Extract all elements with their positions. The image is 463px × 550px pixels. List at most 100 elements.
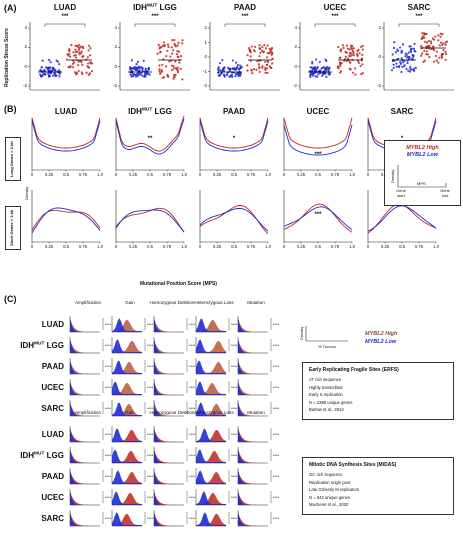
- panel-c-row-0-3: UCEC: [41, 383, 64, 392]
- panel-c-hist-1-1-2: ****: [153, 447, 196, 464]
- panel-a-ytick: -1: [202, 68, 207, 74]
- erfs-info-box: Early Replicating Fragile Sites (ERFS) A…: [302, 362, 454, 420]
- panel-c-row-0-2: PAAD: [41, 362, 64, 371]
- panel-c-hist-1-0-0: ****: [69, 426, 112, 443]
- panel-b-mark-long-1: **: [147, 136, 153, 142]
- panel-c-sig: ****: [189, 495, 196, 500]
- legend-density: Density: [390, 169, 395, 183]
- panel-c-hist-0-4-0: ****: [69, 400, 112, 417]
- panel-b-title-0: LUAD: [54, 107, 78, 116]
- panel-c-hist-0-2-0: ****: [69, 358, 112, 375]
- panel-c-hist-0-1-3: ****: [195, 337, 238, 354]
- panel-c-sig: ****: [147, 495, 154, 500]
- panel-c-hist-0-0-1: ****: [111, 316, 154, 333]
- panel-b-xtick: 0.25: [128, 244, 138, 249]
- legend-high: MYBL2 High: [406, 145, 439, 151]
- panel-c-sig: ****: [105, 495, 112, 500]
- long-genes-box: Long Genes > 3 kb: [5, 137, 21, 181]
- panel-c-hist-1-4-3: ****: [195, 510, 238, 527]
- panel-c-sig: ****: [147, 516, 154, 521]
- panel-a-ytick: 2: [378, 25, 381, 30]
- panel-c-hist-0-2-3: ****: [195, 358, 238, 375]
- midas-line-4: N = 342 unique genes: [309, 494, 351, 500]
- panel-b-xtick: 0.75: [78, 172, 88, 177]
- legend-gene-start: Gene start: [396, 188, 406, 198]
- legend-axes: [397, 165, 447, 188]
- panel-a-ytick: 2: [114, 44, 117, 50]
- panel-c-legend-density: Density: [299, 326, 304, 341]
- panel-c-row-1-2: PAAD: [41, 472, 64, 481]
- panel-c-hist-0-4-2: ****: [153, 400, 196, 417]
- panel-c-col-1-3: Heterozygous Loss: [194, 410, 234, 415]
- panel-c-hist-0-3-0: ****: [69, 379, 112, 396]
- panel-b-xtick: 0.5: [315, 244, 321, 249]
- panel-c-sig: ****: [231, 343, 238, 348]
- panel-b-xtick: 0.25: [380, 244, 390, 249]
- panel-c-hist-1-4-2: ****: [153, 510, 196, 527]
- panel-a-plot-2: [208, 22, 280, 91]
- panel-a-sig-1: ***: [151, 14, 159, 20]
- panel-b-short-plot-3: [283, 190, 353, 244]
- panel-b-title-4: SARC: [390, 107, 414, 116]
- panel-a-sig-3: ***: [331, 14, 339, 20]
- panel-c-sig: ****: [189, 406, 196, 411]
- panel-c-hist-0-0-2: ****: [153, 316, 196, 333]
- panel-b-mark-long-3: ***: [314, 152, 322, 158]
- panel-a-ytick: -2: [202, 83, 207, 88]
- panel-c-row-1-3: UCEC: [41, 493, 64, 502]
- erfs-title: Early Replicating Fragile Sites (ERFS): [309, 367, 399, 373]
- panel-b-xtick: 0: [114, 244, 118, 249]
- panel-b-xtick: 0: [366, 172, 370, 177]
- erfs-line-5: Barlow et al., 2013: [309, 407, 344, 412]
- panel-c-col-0-1: Gain: [125, 300, 135, 305]
- panel-c-sig: ****: [189, 322, 196, 327]
- panel-c-sig: ****: [189, 432, 196, 437]
- panel-c-sig: ****: [105, 474, 112, 479]
- panel-c-sig: ****: [189, 364, 196, 369]
- panel-b-xtick: 0: [198, 172, 202, 177]
- panel-a-ytick: 4: [24, 25, 27, 30]
- panel-c-hist-0-2-2: ****: [153, 358, 196, 375]
- panel-c-sig: ****: [147, 322, 154, 327]
- panel-b-xtick: 0.25: [212, 244, 222, 249]
- panel-c-hist-1-3-1: ****: [111, 489, 154, 506]
- panel-a-ytick: 4: [114, 25, 117, 30]
- panel-a-plot-4: [382, 22, 454, 91]
- midas-line-5: Macheret et al., 2020: [309, 502, 349, 507]
- midas-line-2: Replication origin poor: [309, 479, 351, 485]
- panel-b-xtick: 0.75: [78, 244, 88, 249]
- panel-c-sig: ****: [189, 516, 196, 521]
- panel-b-xtick: 0.75: [246, 172, 256, 177]
- panel-c-sig: ****: [147, 474, 154, 479]
- panel-c-col-1-2: Homozygous Deletion: [149, 410, 195, 415]
- panel-c-col-0-4: Mutation: [247, 300, 265, 305]
- panel-b-xtick: 1.0: [349, 244, 355, 249]
- panel-c-sig: ****: [273, 453, 280, 458]
- panel-a-ytick: 0: [24, 63, 27, 69]
- panel-b-xtick: 0.75: [330, 244, 340, 249]
- panel-a-title-0: LUAD: [53, 3, 77, 12]
- panel-c-hist-1-0-3: ****: [195, 426, 238, 443]
- panel-c-sig: ****: [105, 385, 112, 390]
- panel-c-sig: ****: [273, 516, 280, 521]
- panel-c-legend-low: MYBL2 Low: [365, 339, 397, 345]
- panel-a-ytick: 0: [114, 63, 117, 69]
- panel-b-long-plot-2: [199, 117, 269, 172]
- panel-c-col-0-2: Homozygous Deletion: [149, 300, 195, 305]
- panel-c-row-1-1: IDHMUT LGG: [20, 451, 64, 460]
- panel-c-sig: ****: [273, 343, 280, 348]
- panel-c-legend-high: MYBL2 High: [365, 331, 398, 337]
- panel-c-hist-1-1-1: ****: [111, 447, 154, 464]
- panel-c-hist-0-1-1: ****: [111, 337, 154, 354]
- panel-c-hist-0-2-4: ****: [237, 358, 280, 375]
- panel-a-sig-4: ***: [415, 14, 423, 20]
- panel-c-col-1-4: Mutation: [247, 410, 265, 415]
- panel-c-hist-1-4-1: ****: [111, 510, 154, 527]
- panel-c-sig: ****: [231, 453, 238, 458]
- long-genes-label: Long Genes > 3 kb: [9, 141, 14, 177]
- panel-b-mark-long-4: *: [400, 136, 404, 142]
- panel-b-xtick: 0: [366, 244, 370, 249]
- panel-b-xtick: 0.75: [330, 172, 340, 177]
- panel-b-xtick: 0.5: [147, 244, 153, 249]
- panel-b-xtick: 0.5: [231, 244, 237, 249]
